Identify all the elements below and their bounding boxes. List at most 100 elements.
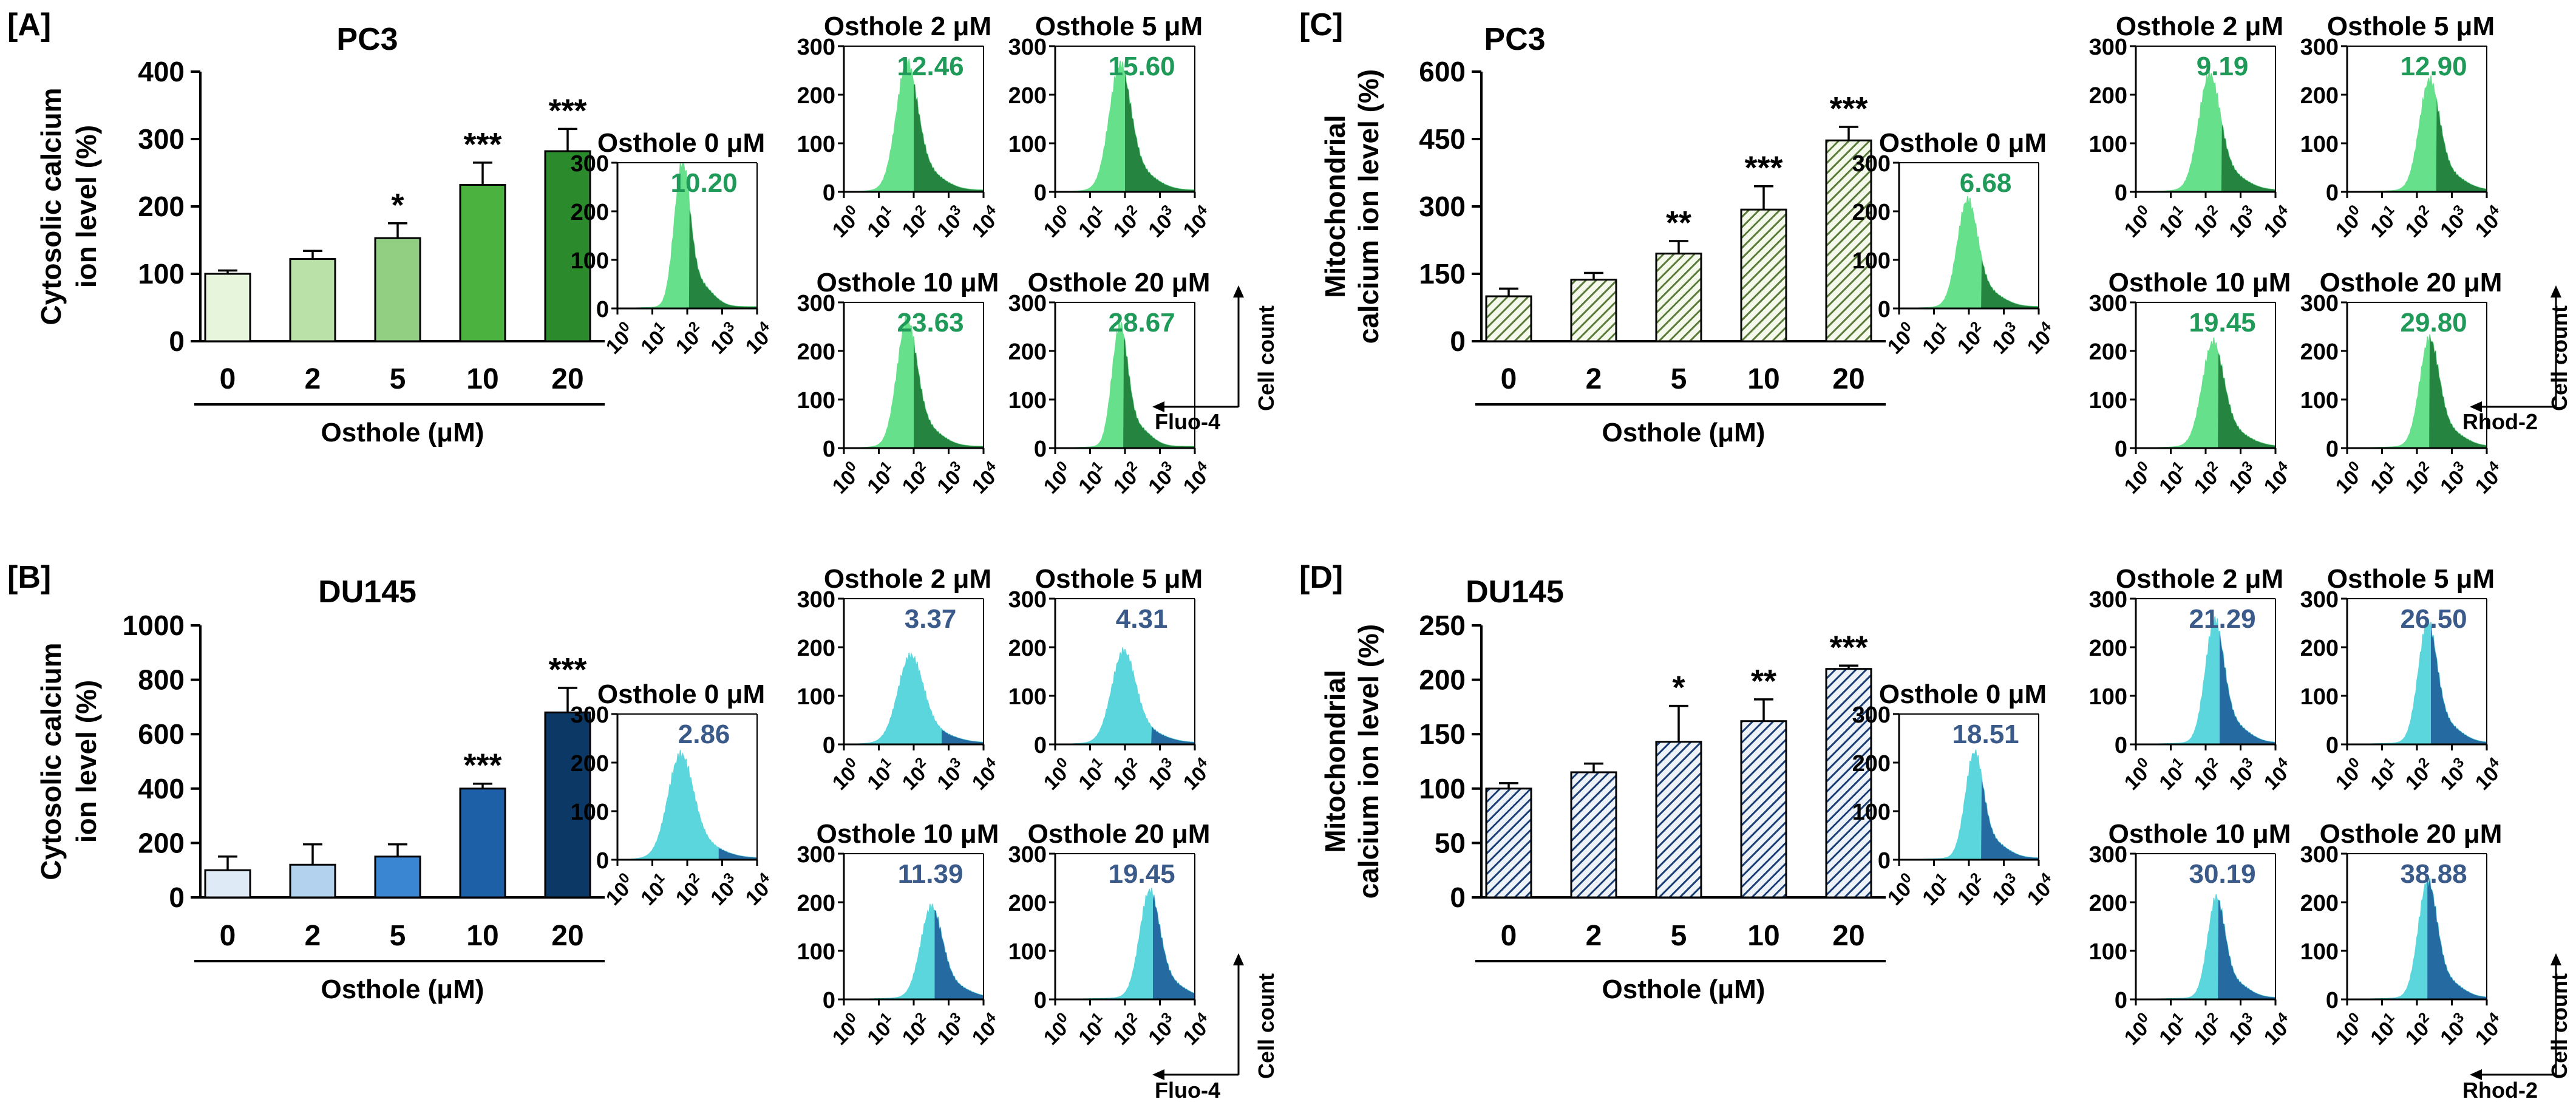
histogram-x-tick-exponent: 0 xyxy=(842,458,860,475)
histogram-percent-value: 15.60 xyxy=(1109,52,1175,81)
histogram-y-tick-label: 100 xyxy=(2300,684,2339,710)
y-tick-label: 800 xyxy=(138,664,185,696)
cell-count-label: Cell count xyxy=(2547,973,2572,1079)
histogram-x-tick-exponent: 0 xyxy=(616,318,633,336)
count-arrow-head xyxy=(2551,953,2561,965)
histogram-x-tick-label: 102 xyxy=(2187,202,2228,242)
histogram-gated-region xyxy=(2218,900,2275,999)
histogram-x-tick-exponent: 3 xyxy=(1158,1009,1175,1027)
histogram-y-tick-label: 200 xyxy=(1852,200,1891,225)
histogram-title: Osthole 0 μM xyxy=(597,679,765,709)
histogram-x-tick-exponent: 0 xyxy=(2134,754,2152,772)
histogram-y-tick-label: 200 xyxy=(2300,891,2339,916)
histogram-gated-region xyxy=(914,84,984,192)
histogram-percent-value: 2.86 xyxy=(678,719,730,749)
histogram-y-tick-label: 100 xyxy=(1852,248,1891,274)
histogram-y-tick-label: 300 xyxy=(571,151,609,177)
histogram-x-tick-exponent: 4 xyxy=(755,318,773,336)
histogram-y-tick-label: 100 xyxy=(2089,132,2127,157)
histogram-gated-region xyxy=(1151,727,1195,744)
histogram-y-tick-label: 200 xyxy=(2300,636,2339,661)
histogram-x-tick-label: 100 xyxy=(1881,318,1922,359)
histogram-x-tick-exponent: 3 xyxy=(2238,1009,2256,1027)
histogram-y-tick-label: 200 xyxy=(571,200,609,225)
count-arrow-head xyxy=(1233,285,1244,298)
histogram-x-tick-exponent: 0 xyxy=(1897,318,1915,336)
x-category-label: 10 xyxy=(466,920,498,952)
histogram-x-tick-label: 103 xyxy=(931,754,971,795)
histogram-x-tick-exponent: 3 xyxy=(946,458,964,475)
histogram-x-tick-exponent: 1 xyxy=(2169,202,2186,219)
histogram-y-tick-label: 0 xyxy=(1034,180,1047,206)
histogram-x-tick-label: 104 xyxy=(965,458,1006,498)
histogram-x-tick-label: 102 xyxy=(1107,202,1147,242)
histogram-x-tick-exponent: 3 xyxy=(720,869,738,887)
histogram-x-tick-exponent: 4 xyxy=(1193,754,1211,772)
x-category-label: 2 xyxy=(305,920,321,952)
bar-chart-d: [D] DU145 Mitochondrial calcium ion level (… xyxy=(1299,560,1886,1004)
histogram-x-tick-exponent: 1 xyxy=(2169,754,2186,772)
histogram-title: Osthole 10 μM xyxy=(2109,819,2291,849)
histogram-x-tick-exponent: 1 xyxy=(1932,318,1949,336)
histogram-y-tick-label: 300 xyxy=(1852,702,1891,728)
histogram-x-tick-label: 104 xyxy=(965,202,1006,242)
histogram-x-tick-exponent: 3 xyxy=(2238,754,2256,772)
histogram-y-tick-label: 100 xyxy=(797,939,835,965)
histogram-percent-value: 6.68 xyxy=(1960,168,2012,198)
histogram-x-tick-exponent: 2 xyxy=(912,202,929,219)
histogram-x-tick-label: 104 xyxy=(2020,318,2061,359)
histogram-x-tick-label: 100 xyxy=(2329,458,2370,498)
histogram-x-tick-exponent: 0 xyxy=(1053,754,1071,772)
histogram-x-tick-exponent: 3 xyxy=(946,202,964,219)
histogram-x-tick-label: 103 xyxy=(2223,202,2263,242)
bar-10 xyxy=(459,183,506,342)
bar-chart-b: [B] DU145 Cytosolic calcium ion level (%) 0 2… xyxy=(7,560,605,1004)
bar-0 xyxy=(204,869,251,899)
histogram-y-tick-label: 200 xyxy=(1008,83,1047,109)
histogram-y-tick-label: 300 xyxy=(1008,842,1047,868)
histogram-percent-value: 23.63 xyxy=(897,308,964,338)
x-category-label: 5 xyxy=(390,363,406,395)
count-arrow-head xyxy=(2551,285,2561,298)
histogram-x-tick-label: 100 xyxy=(1037,754,1078,795)
histogram-title: Osthole 0 μM xyxy=(1879,128,2047,158)
bar-0 xyxy=(1485,787,1532,899)
histogram-x-tick-exponent: 4 xyxy=(1193,202,1211,219)
histogram-x-tick-exponent: 0 xyxy=(1053,202,1071,219)
histogram-x-tick-exponent: 2 xyxy=(1123,1009,1141,1027)
histogram-y-tick-label: 100 xyxy=(2300,132,2339,157)
histogram-x-tick-label: 101 xyxy=(861,202,902,242)
histogram-x-tick-exponent: 3 xyxy=(946,754,964,772)
histogram-title: Osthole 20 μM xyxy=(2320,819,2503,849)
histogram-x-tick-label: 102 xyxy=(1107,1009,1147,1050)
histogram-x-tick-exponent: 1 xyxy=(2380,202,2398,219)
histogram-x-tick-label: 103 xyxy=(1142,202,1183,242)
histogram-x-tick-exponent: 2 xyxy=(1967,869,1985,887)
histogram-y-tick-label: 300 xyxy=(2300,587,2339,613)
y-tick-label: 150 xyxy=(1419,258,1466,290)
x-category-label: 2 xyxy=(1586,363,1602,395)
histogram-x-tick-exponent: 0 xyxy=(842,754,860,772)
histogram-x-tick-exponent: 4 xyxy=(982,1009,999,1027)
y-tick-label: 150 xyxy=(1419,718,1466,750)
cell-count-label: Cell count xyxy=(1254,973,1279,1079)
probe-label: Rhod-2 xyxy=(2462,409,2538,434)
probe-arrow-head xyxy=(2470,401,2482,412)
histogram-y-tick-label: 200 xyxy=(2089,891,2127,916)
x-category-label: 2 xyxy=(1586,920,1602,952)
bar-2 xyxy=(289,863,336,899)
histogram-x-tick-exponent: 2 xyxy=(685,869,703,887)
y-axis-label-line1: Cytosolic calcium xyxy=(35,87,67,325)
histogram-y-tick-label: 300 xyxy=(797,842,835,868)
histogram-title: Osthole 2 μM xyxy=(824,564,991,594)
y-tick-label: 0 xyxy=(1450,325,1466,357)
histogram-x-tick-label: 102 xyxy=(895,458,936,498)
y-tick-label: 300 xyxy=(138,123,185,155)
histogram-x-tick-label: 102 xyxy=(669,869,710,910)
bar-10 xyxy=(1740,208,1787,342)
histogram-x-tick-label: 104 xyxy=(2469,202,2509,242)
